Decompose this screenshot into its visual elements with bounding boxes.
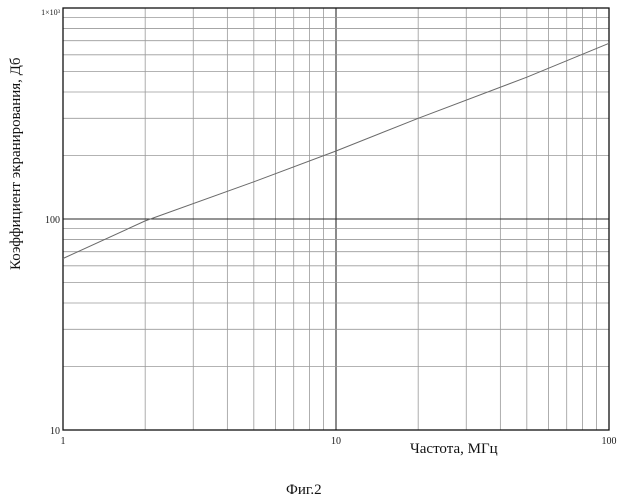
y-tick-label: 1×10³ xyxy=(41,8,61,17)
x-tick-label: 100 xyxy=(602,436,617,447)
figure-caption: Фиг.2 xyxy=(286,482,322,498)
y-tick-label: 10 xyxy=(50,426,60,437)
y-tick-label: 100 xyxy=(45,215,60,226)
x-tick-label: 1 xyxy=(61,436,66,447)
y-axis-label: Коэффициент экранирования, Дб xyxy=(8,57,24,270)
x-tick-label: 10 xyxy=(331,436,341,447)
grid-layer xyxy=(63,8,609,430)
tick-labels: 110100101001×10³ xyxy=(41,8,616,447)
x-axis-label: Частота, МГц xyxy=(410,441,498,457)
